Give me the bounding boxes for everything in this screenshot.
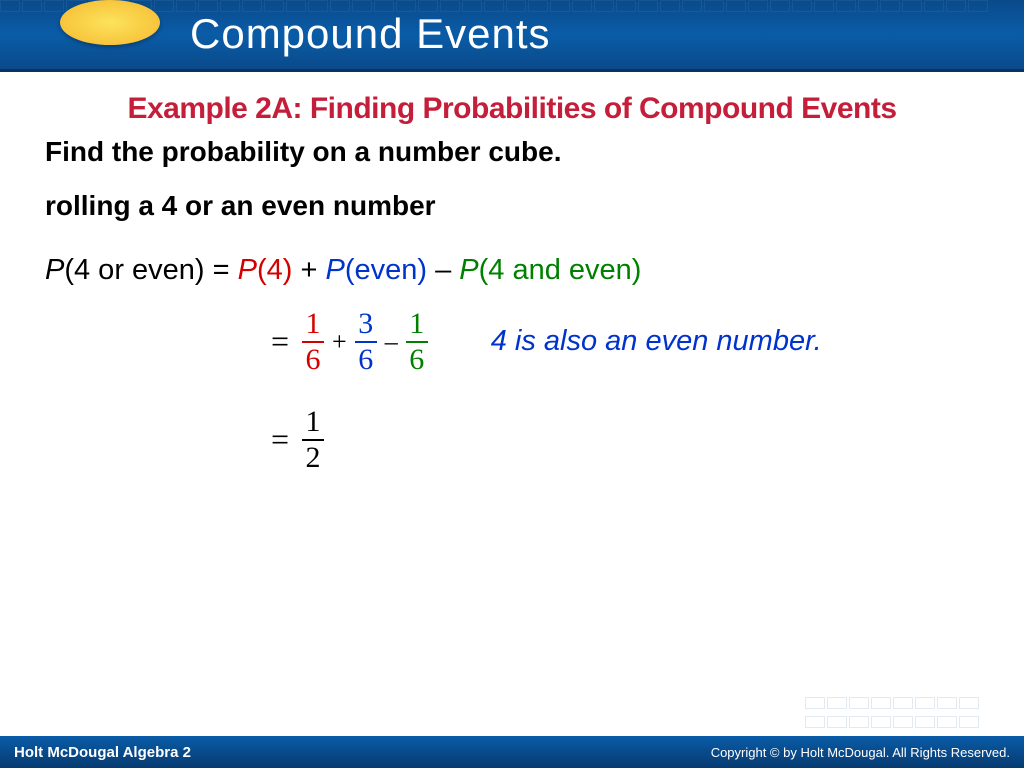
fraction-c: 1 6 xyxy=(406,309,428,375)
note-text: 4 is also an even number. xyxy=(491,325,822,358)
minus-sign: – xyxy=(427,254,459,286)
frac-a-den: 6 xyxy=(302,341,324,375)
equation-line: P(4 or even) = P(4) + P(even) – P(4 and … xyxy=(45,254,979,287)
frac-b-num: 3 xyxy=(358,309,373,341)
result-den: 2 xyxy=(302,439,324,473)
frac-b-den: 6 xyxy=(355,341,377,375)
term-a-arg: (4) xyxy=(257,254,292,286)
fraction-a: 1 6 xyxy=(302,309,324,375)
frac-minus: – xyxy=(385,327,398,357)
term-c-p: P xyxy=(459,254,478,286)
frac-plus: + xyxy=(332,327,347,357)
result-num: 1 xyxy=(306,407,321,439)
slide-content: Example 2A: Finding Probabilities of Com… xyxy=(0,72,1024,491)
sub-prompt-text: rolling a 4 or an even number xyxy=(45,190,979,222)
footer-right: Copyright © by Holt McDougal. All Rights… xyxy=(711,745,1010,760)
term-b-p: P xyxy=(326,254,345,286)
footer-left: Holt McDougal Algebra 2 xyxy=(14,744,191,761)
eq-sign: = xyxy=(205,254,238,286)
result-row: = 1 2 xyxy=(271,407,979,473)
header-bar: Compound Events xyxy=(0,0,1024,72)
lhs-arg: (4 or even) xyxy=(64,254,204,286)
frac-c-num: 1 xyxy=(409,309,424,341)
term-a-p: P xyxy=(238,254,257,286)
frac-a-num: 1 xyxy=(306,309,321,341)
prompt-text: Find the probability on a number cube. xyxy=(45,136,979,168)
lhs-p: P xyxy=(45,254,64,286)
result-eq: = xyxy=(271,421,289,458)
frac-eq: = xyxy=(271,323,289,360)
result-fraction: 1 2 xyxy=(302,407,324,473)
fraction-b: 3 6 xyxy=(355,309,377,375)
plus-sign: + xyxy=(292,254,325,286)
fraction-row: = 1 6 + 3 6 – 1 6 4 is also an even numb… xyxy=(271,309,979,375)
footer-decoration xyxy=(804,696,1024,736)
footer-bar: Holt McDougal Algebra 2 Copyright © by H… xyxy=(0,736,1024,768)
header-oval-icon xyxy=(60,0,160,45)
term-b-arg: (even) xyxy=(345,254,427,286)
term-c-arg: (4 and even) xyxy=(479,254,642,286)
example-title: Example 2A: Finding Probabilities of Com… xyxy=(45,90,979,128)
frac-c-den: 6 xyxy=(406,341,428,375)
header-title: Compound Events xyxy=(190,10,551,58)
